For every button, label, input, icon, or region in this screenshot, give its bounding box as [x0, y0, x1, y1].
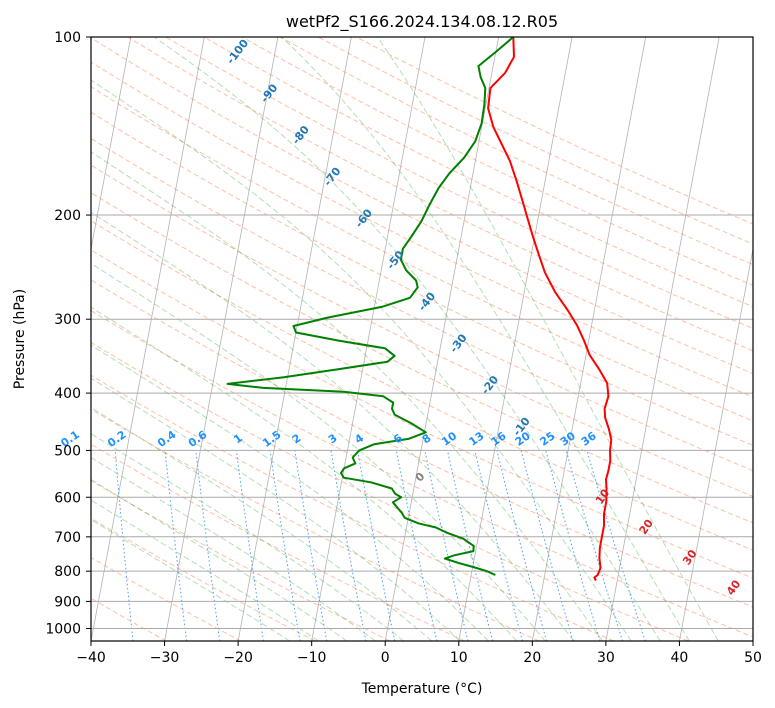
mixing-ratio-line [235, 450, 264, 641]
x-axis: −40 −30 −20 −10 0 10 20 30 40 50 [76, 641, 762, 666]
x-tick-label: 20 [523, 650, 541, 666]
mixing-ratio-line [164, 450, 188, 641]
dry-adiabat-line [91, 192, 753, 524]
y-tick-label: 200 [54, 208, 81, 224]
y-tick-label: 900 [54, 594, 81, 610]
mixing-ratio-line [447, 450, 494, 641]
x-tick-label: −10 [297, 650, 327, 666]
temperature-trace [487, 37, 613, 582]
x-tick-label: −20 [223, 650, 253, 666]
x-tick-label: 30 [597, 650, 615, 666]
moist-adiabat-line [91, 151, 603, 641]
y-axis-label: Pressure (hPa) [12, 289, 28, 389]
x-tick-label: 40 [671, 650, 689, 666]
moist-adiabat-line [91, 456, 376, 641]
pressure-gridlines [91, 37, 753, 629]
y-tick-label: 500 [54, 443, 81, 459]
dry-adiabat-line [91, 408, 540, 641]
mixing-ratio-line [565, 450, 624, 641]
isotherm-line [531, 37, 647, 641]
dry-adiabat-line [91, 61, 753, 398]
moist-adiabat-line [91, 79, 632, 641]
y-tick-label: 600 [54, 490, 81, 506]
mixing-ratio-line [269, 450, 301, 641]
moist-adiabat-line [91, 344, 489, 641]
moist-adiabat-line [91, 377, 461, 641]
mixing-ratio-line [586, 450, 646, 641]
mixing-ratio-line [496, 450, 548, 641]
background-lines [91, 37, 753, 641]
y-tick-label: 400 [54, 386, 81, 402]
dry-adiabat-line [91, 443, 465, 641]
mixing-ratio-line [395, 450, 438, 641]
moist-adiabat-line [376, 37, 719, 641]
moist-adiabat-line [281, 37, 690, 641]
isotherm-line [237, 37, 352, 641]
moist-adiabat-line [91, 306, 518, 641]
isotherm-line [458, 37, 573, 641]
x-tick-label: −30 [150, 650, 180, 666]
isotherm-line [164, 37, 279, 641]
isotherm-line [91, 37, 132, 252]
plot-frame [90, 36, 754, 642]
isotherm-line [384, 37, 499, 641]
moist-adiabat-line [91, 478, 348, 641]
y-axis: 100 200 300 400 500 600 700 800 900 1000 [45, 30, 91, 637]
plot-area [91, 37, 753, 641]
moist-adiabat-line [153, 37, 661, 641]
isotherm-line [679, 246, 753, 641]
dry-adiabat-line [91, 341, 689, 641]
dry-adiabat-line [91, 597, 167, 641]
x-tick-label: 10 [450, 650, 468, 666]
dry-adiabat-line [91, 249, 753, 579]
dry-adiabat-line [91, 86, 753, 422]
isotherm-line [311, 37, 426, 641]
mixing-ratio-line [294, 450, 328, 641]
y-tick-label: 800 [54, 564, 81, 580]
dry-adiabat-line [91, 137, 753, 472]
dry-adiabat-line [91, 279, 753, 608]
dry-adiabat-line [91, 111, 753, 446]
dewpoint-trace [226, 37, 514, 576]
mixing-ratio-line [474, 450, 523, 641]
mixing-ratio-line [114, 450, 134, 641]
moist-adiabat-line [91, 406, 433, 641]
mixing-ratio-line [195, 450, 221, 641]
moist-adiabat-line [91, 262, 546, 641]
x-tick-label: 50 [744, 650, 762, 666]
moist-adiabat-line [91, 211, 575, 641]
y-tick-label: 700 [54, 530, 81, 546]
dry-adiabat-line [91, 164, 753, 497]
moist-adiabat-line [91, 433, 404, 641]
dry-adiabat-line [91, 220, 753, 551]
y-tick-label: 100 [54, 30, 81, 46]
dry-adiabat-line [91, 517, 316, 641]
mixing-ratio-line [545, 450, 601, 641]
sounding-traces [226, 37, 613, 582]
mixing-ratio-line [520, 450, 574, 641]
dry-adiabat-line [91, 480, 391, 641]
isotherm-line [91, 37, 205, 641]
x-tick-label: 0 [381, 650, 390, 666]
moist-adiabat-line [91, 499, 319, 641]
mixing-ratio-line [424, 450, 469, 641]
x-axis-label: Temperature (°C) [361, 681, 483, 697]
x-tick-label: −40 [76, 650, 106, 666]
chart-title: wetPf2_S166.2024.134.08.12.R05 [286, 12, 558, 32]
isotherm-line [605, 37, 720, 641]
y-tick-label: 300 [54, 312, 81, 328]
dry-adiabat-line [91, 37, 753, 375]
y-tick-label: 1000 [45, 621, 81, 637]
